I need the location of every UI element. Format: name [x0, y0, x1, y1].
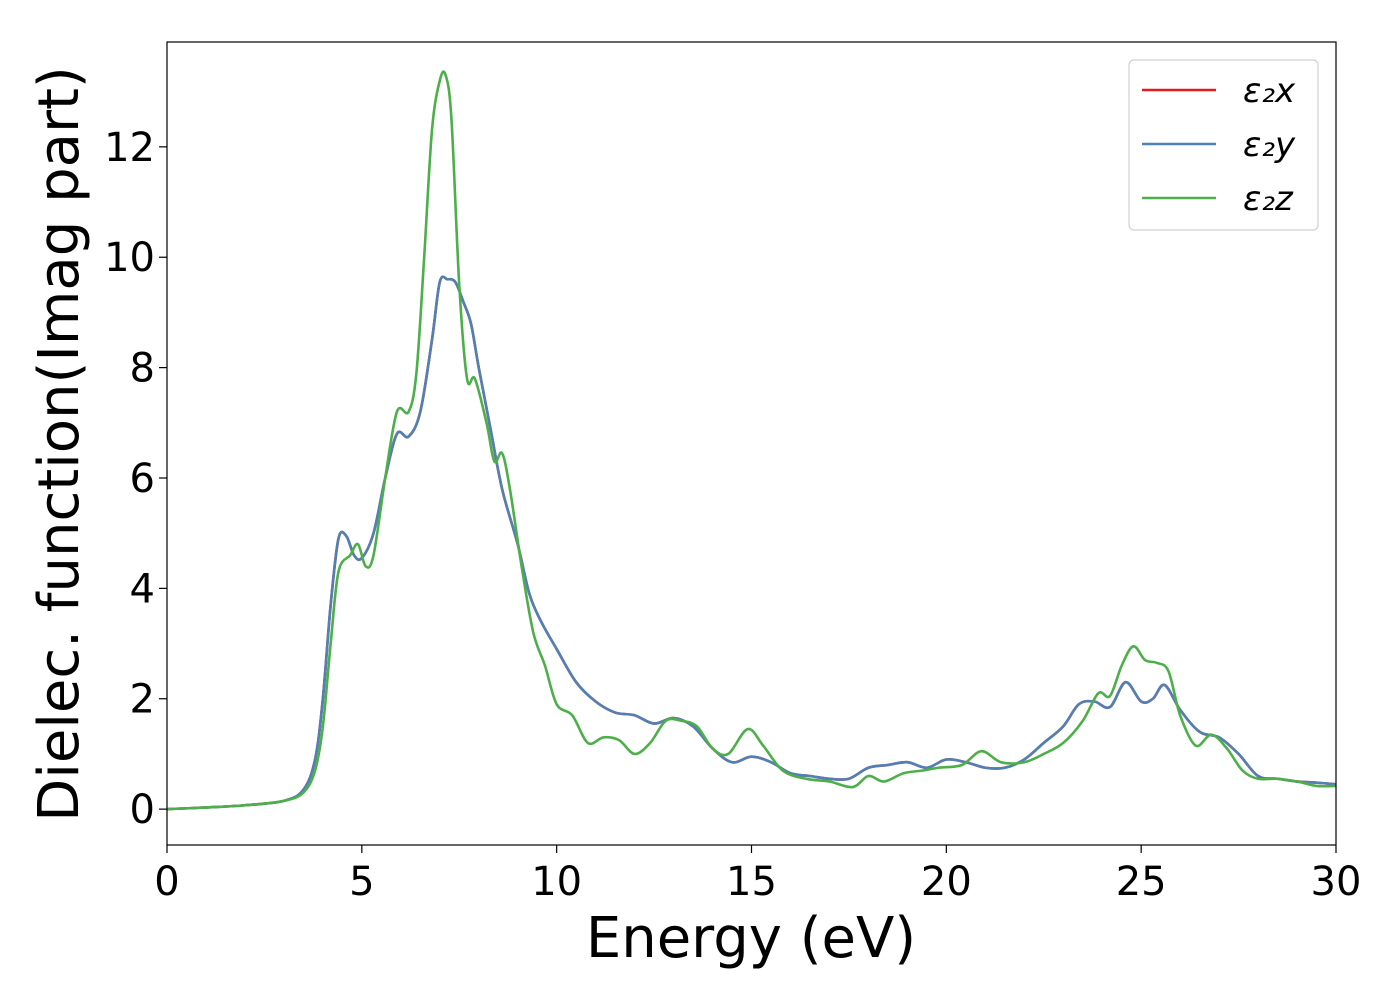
- x-tick-label: 30: [1311, 859, 1362, 905]
- x-tick-label: 15: [726, 859, 777, 905]
- x-tick-label: 0: [154, 859, 179, 905]
- x-tick-label: 10: [531, 859, 582, 905]
- x-tick-label: 20: [921, 859, 972, 905]
- legend-label-1: ε₂y: [1243, 125, 1296, 165]
- x-axis-title: Energy (eV): [586, 906, 916, 971]
- series-line-2: [166, 70, 1337, 811]
- series-layer: [166, 70, 1337, 811]
- y-tick-label: 4: [130, 566, 155, 612]
- y-tick-label: 12: [104, 125, 155, 171]
- y-tick-label: 2: [130, 677, 155, 723]
- y-axis-title: Dielec. function(Imag part): [27, 66, 92, 822]
- y-axis-ticks: 0 2 4 6 8 10 12: [104, 125, 167, 833]
- x-tick-label: 25: [1116, 859, 1167, 905]
- y-tick-label: 0: [130, 787, 155, 833]
- x-tick-label: 5: [349, 859, 374, 905]
- x-axis-ticks: 0 5 10 15 20 25 30: [154, 845, 1361, 905]
- y-tick-label: 8: [130, 346, 155, 392]
- y-tick-label: 10: [104, 235, 155, 281]
- legend: ε₂x ε₂y ε₂z: [1128, 59, 1319, 231]
- legend-label-0: ε₂x: [1243, 71, 1296, 111]
- legend-label-2: ε₂z: [1243, 179, 1294, 219]
- y-tick-label: 6: [130, 456, 155, 502]
- legend-box: [1128, 59, 1319, 231]
